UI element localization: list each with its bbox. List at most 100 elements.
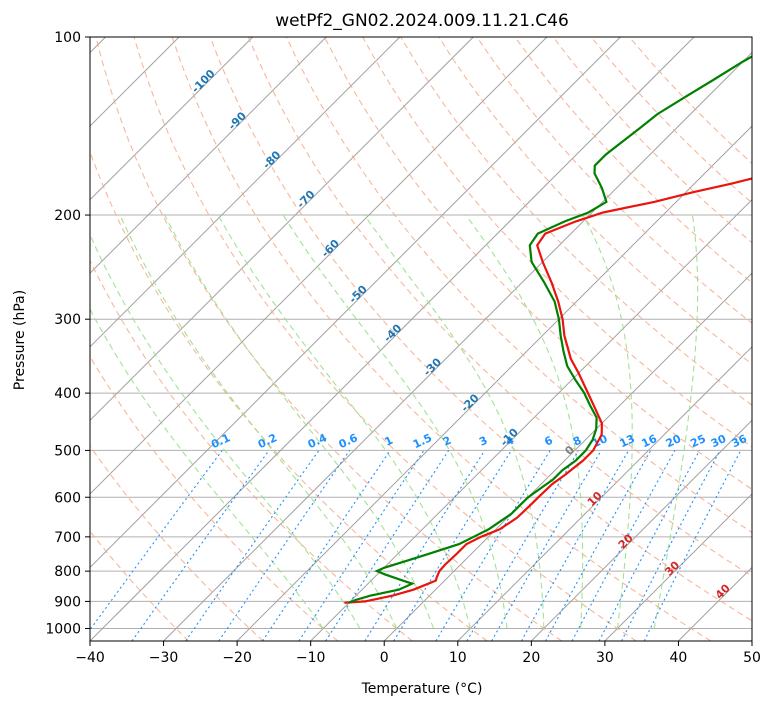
mixing-ratio-label: 0.4 — [306, 431, 329, 451]
isotherm-label: -20 — [458, 391, 481, 414]
dry-adiabat-line — [90, 530, 190, 641]
y-tick-label: 800 — [54, 564, 81, 580]
moist-adiabat-line — [119, 214, 398, 629]
temperature-profile-line — [344, 177, 752, 604]
isotherm-line — [530, 419, 752, 641]
x-tick-label: 20 — [522, 650, 540, 666]
mixing-ratio-line — [325, 450, 450, 641]
y-tick-label: 700 — [54, 530, 81, 546]
y-axis: 100 200 300 400 500 600 700 800 900 1000 — [45, 30, 90, 637]
mixing-ratio-line — [90, 450, 223, 631]
mixing-ratio-label: 8 — [571, 434, 583, 449]
mixing-ratio-line — [262, 450, 391, 641]
mixing-ratio-line — [364, 450, 486, 641]
isotherm-line — [457, 346, 752, 641]
dry-adiabat-line — [590, 37, 752, 204]
isotherm-label: -100 — [189, 67, 218, 96]
y-axis-label: Pressure (hPa) — [12, 290, 28, 390]
isotherm-line — [90, 37, 548, 495]
isotherm-label: 20 — [616, 531, 636, 551]
dry-adiabat-line — [90, 444, 264, 641]
dry-adiabat-line — [514, 37, 752, 284]
mixing-ratio-line — [643, 450, 742, 641]
x-tick-label: −10 — [296, 650, 326, 666]
isotherm-label: -90 — [226, 109, 249, 132]
y-tick-label: 1000 — [45, 621, 81, 637]
x-axis: −40 −30 −20 −10 0 10 20 30 40 50 — [75, 641, 761, 666]
moist-adiabat-line — [282, 214, 508, 629]
mixing-ratio-label: 3 — [477, 434, 489, 449]
x-tick-label: 50 — [743, 650, 761, 666]
isotherm-line — [90, 37, 254, 201]
mixing-ratio-label: 16 — [640, 432, 660, 450]
x-tick-label: −20 — [222, 650, 252, 666]
mixing-ratio-line — [435, 450, 551, 641]
mixing-ratio-label: 20 — [664, 432, 684, 450]
mixing-ratio-label: 0.2 — [256, 431, 279, 451]
x-axis-label: Temperature (°C) — [361, 681, 483, 697]
moist-adiabat-line — [465, 214, 584, 629]
dry-adiabat-line — [628, 37, 752, 164]
isotherm-line — [751, 640, 752, 641]
mixing-ratio-line — [621, 450, 721, 641]
isotherm-label: -50 — [346, 283, 369, 306]
isotherm-line — [383, 272, 752, 641]
dry-adiabat-line — [133, 37, 637, 641]
y-tick-label: 200 — [54, 208, 81, 224]
dry-adiabat-line — [209, 37, 752, 622]
y-tick-label: 400 — [54, 386, 81, 402]
dry-adiabat-line — [95, 37, 562, 641]
mixing-ratio-line — [131, 450, 270, 641]
mixing-ratio-line — [218, 450, 351, 641]
x-tick-label: 10 — [449, 650, 467, 666]
y-tick-label: 900 — [54, 594, 81, 610]
mixing-ratio-line — [598, 450, 701, 641]
x-tick-label: 0 — [380, 650, 389, 666]
dry-adiabat-line — [90, 150, 488, 641]
mixing-ratio-label: 25 — [688, 432, 707, 450]
moist-adiabat-line — [90, 233, 361, 629]
isotherm-line — [163, 51, 752, 641]
mixing-ratio-line — [491, 450, 602, 641]
dry-adiabat-line — [90, 259, 413, 641]
mixing-ratio-line — [466, 450, 580, 641]
dry-adiabat-line — [324, 37, 752, 491]
isotherm-label: 40 — [713, 581, 733, 601]
isotherm-label: -30 — [421, 355, 444, 378]
mixing-ratio-line — [298, 450, 425, 641]
y-tick-label: 600 — [54, 490, 81, 506]
y-tick-label: 100 — [54, 30, 81, 46]
isotherm-label: 10 — [585, 489, 605, 509]
isotherm-line — [90, 37, 401, 348]
moist-adiabat-line — [653, 214, 699, 629]
dry-adiabat-line — [552, 37, 752, 244]
isotherm-line — [90, 37, 327, 274]
moist-adiabat-line — [90, 308, 324, 629]
mixing-ratio-label: 13 — [617, 432, 636, 450]
x-tick-label: 30 — [596, 650, 614, 666]
dewpoint-profile-line — [348, 55, 752, 604]
x-tick-label: 40 — [670, 650, 688, 666]
dry-adiabat-line — [171, 37, 712, 641]
mixing-ratio-line — [545, 450, 652, 641]
chart-title: wetPf2_GN02.2024.009.11.21.C46 — [275, 11, 569, 31]
isotherm-line — [90, 37, 474, 422]
moist-adiabat-line — [217, 214, 471, 629]
isotherm-label: -10 — [498, 426, 521, 449]
isotherm-label: 30 — [662, 558, 682, 578]
isotherm-line — [678, 566, 752, 641]
moist-adiabat-line — [164, 214, 435, 629]
mixing-ratio-line — [571, 450, 676, 641]
mixing-ratio-label: 30 — [709, 432, 729, 450]
isotherm-line — [90, 37, 695, 641]
x-tick-label: −30 — [149, 650, 179, 666]
mixing-ratio-label: 36 — [730, 432, 750, 450]
isotherm-label: -70 — [294, 188, 317, 211]
mixing-ratio-line — [521, 450, 630, 641]
isotherm-label: -60 — [319, 237, 342, 260]
y-tick-label: 500 — [54, 443, 81, 459]
isotherm-line — [90, 37, 621, 569]
mixing-ratio-line — [393, 450, 512, 641]
